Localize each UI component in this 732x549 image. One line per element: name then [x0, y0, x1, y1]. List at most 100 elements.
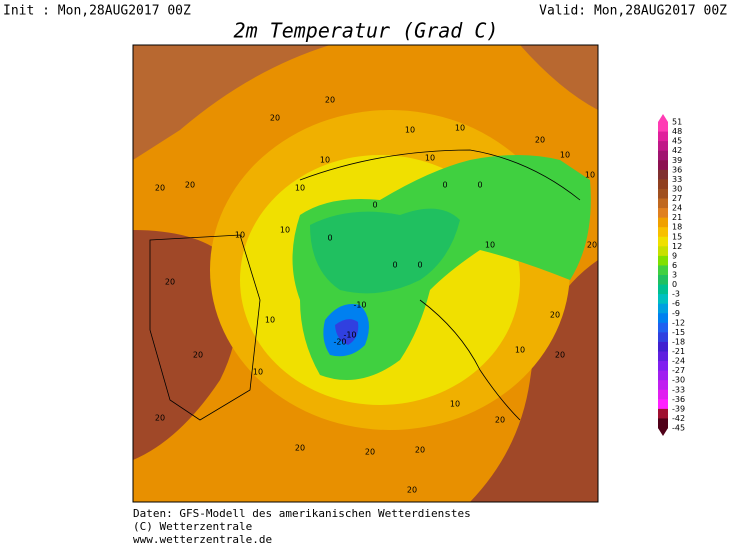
colorbar-label: -27 [672, 366, 685, 375]
valid-time: Valid: Mon,28AUG2017 00Z [539, 4, 727, 19]
colorbar-label: -15 [672, 328, 685, 337]
colorbar-label: -36 [672, 395, 685, 404]
colorbar-label: 39 [672, 156, 682, 165]
contour-label: 20 [555, 351, 565, 360]
colorbar-label: 48 [672, 127, 682, 136]
colorbar-label: -42 [672, 414, 685, 423]
colorbar-swatch [658, 284, 668, 295]
colorbar-label: 3 [672, 271, 677, 280]
contour-label: 10 [450, 400, 460, 409]
contour-label: 20 [193, 351, 203, 360]
contour-label: 0 [372, 201, 377, 210]
colorbar-label: 36 [672, 165, 682, 174]
contour-label: 10 [405, 126, 415, 135]
colorbar-label: 51 [672, 118, 682, 127]
colorbar-label: 45 [672, 137, 682, 146]
colorbar-arrow-top [658, 114, 668, 122]
contour-label: -20 [333, 338, 346, 347]
contour-label: 20 [155, 184, 165, 193]
colorbar-swatch [658, 131, 668, 142]
colorbar-label: -30 [672, 376, 685, 385]
footer-copyright: (C) Wetterzentrale [133, 520, 252, 533]
colorbar-swatch [658, 399, 668, 410]
colorbar-swatch [658, 255, 668, 266]
colorbar: 51484542393633302724211815129630-3-6-9-1… [658, 114, 685, 436]
contour-label: 10 [265, 316, 275, 325]
contour-label: 10 [280, 226, 290, 235]
contour-label: 10 [425, 154, 435, 163]
contour-label: 10 [585, 171, 595, 180]
colorbar-label: 42 [672, 146, 682, 155]
footer-url: www.wetterzentrale.de [133, 533, 272, 546]
colorbar-swatch [658, 322, 668, 333]
colorbar-swatch [658, 303, 668, 314]
colorbar-swatch [658, 246, 668, 257]
contour-label: -10 [343, 331, 356, 340]
colorbar-swatch [658, 313, 668, 324]
contour-label: 0 [392, 261, 397, 270]
colorbar-label: 33 [672, 175, 682, 184]
colorbar-label: 21 [672, 213, 682, 222]
contour-label: 20 [295, 444, 305, 453]
colorbar-swatch [658, 418, 668, 429]
contour-label: 20 [270, 114, 280, 123]
colorbar-swatch [658, 380, 668, 391]
colorbar-swatch [658, 208, 668, 219]
contour-label: 0 [327, 234, 332, 243]
colorbar-label: 24 [672, 204, 682, 213]
colorbar-label: 6 [672, 261, 677, 270]
contour-label: 10 [253, 368, 263, 377]
colorbar-swatch [658, 122, 668, 133]
colorbar-swatch [658, 160, 668, 171]
colorbar-label: -6 [672, 299, 680, 308]
colorbar-swatch [658, 275, 668, 286]
colorbar-swatch [658, 332, 668, 343]
contour-label: 20 [365, 448, 375, 457]
contour-label: 20 [535, 136, 545, 145]
contour-label: 0 [417, 261, 422, 270]
contour-label: 20 [185, 181, 195, 190]
colorbar-label: 9 [672, 251, 677, 260]
colorbar-swatch [658, 370, 668, 381]
contour-label: -10 [353, 301, 366, 310]
title: 2m Temperatur (Grad C) [234, 19, 499, 43]
colorbar-label: -24 [672, 357, 685, 366]
footer-source: Daten: GFS-Modell des amerikanischen Wet… [133, 507, 471, 520]
colorbar-arrow-bottom [658, 428, 668, 436]
colorbar-swatch [658, 236, 668, 247]
colorbar-label: 12 [672, 242, 682, 251]
colorbar-label: -39 [672, 404, 685, 413]
colorbar-swatch [658, 361, 668, 372]
contour-label: 10 [515, 346, 525, 355]
colorbar-label: -12 [672, 318, 685, 327]
colorbar-swatch [658, 227, 668, 238]
colorbar-swatch [658, 408, 668, 419]
colorbar-label: -3 [672, 290, 680, 299]
contour-label: 10 [295, 184, 305, 193]
map: 20 20 20 20 20 20 20 20 20 20 20 20 20 10 10 10 10 10 10 10… [132, 44, 599, 503]
colorbar-label: 27 [672, 194, 682, 203]
contour-label: 10 [235, 231, 245, 240]
colorbar-swatch [658, 294, 668, 305]
contour-label: 20 [155, 414, 165, 423]
contour-label: 20 [587, 241, 597, 250]
colorbar-label: -33 [672, 385, 685, 394]
init-time: Init : Mon,28AUG2017 00Z [3, 4, 191, 19]
colorbar-swatch [658, 341, 668, 352]
colorbar-label: 0 [672, 280, 677, 289]
contour-label: 20 [165, 278, 175, 287]
colorbar-swatch [658, 198, 668, 209]
colorbar-label: -21 [672, 347, 685, 356]
colorbar-swatch [658, 351, 668, 362]
colorbar-swatch [658, 188, 668, 199]
colorbar-swatch [658, 265, 668, 276]
contour-label: 20 [407, 486, 417, 495]
contour-label: 10 [485, 241, 495, 250]
colorbar-swatch [658, 150, 668, 161]
contour-label: 20 [325, 96, 335, 105]
colorbar-swatch [658, 179, 668, 190]
colorbar-swatch [658, 169, 668, 180]
colorbar-label: 15 [672, 232, 682, 241]
contour-label: 0 [442, 181, 447, 190]
